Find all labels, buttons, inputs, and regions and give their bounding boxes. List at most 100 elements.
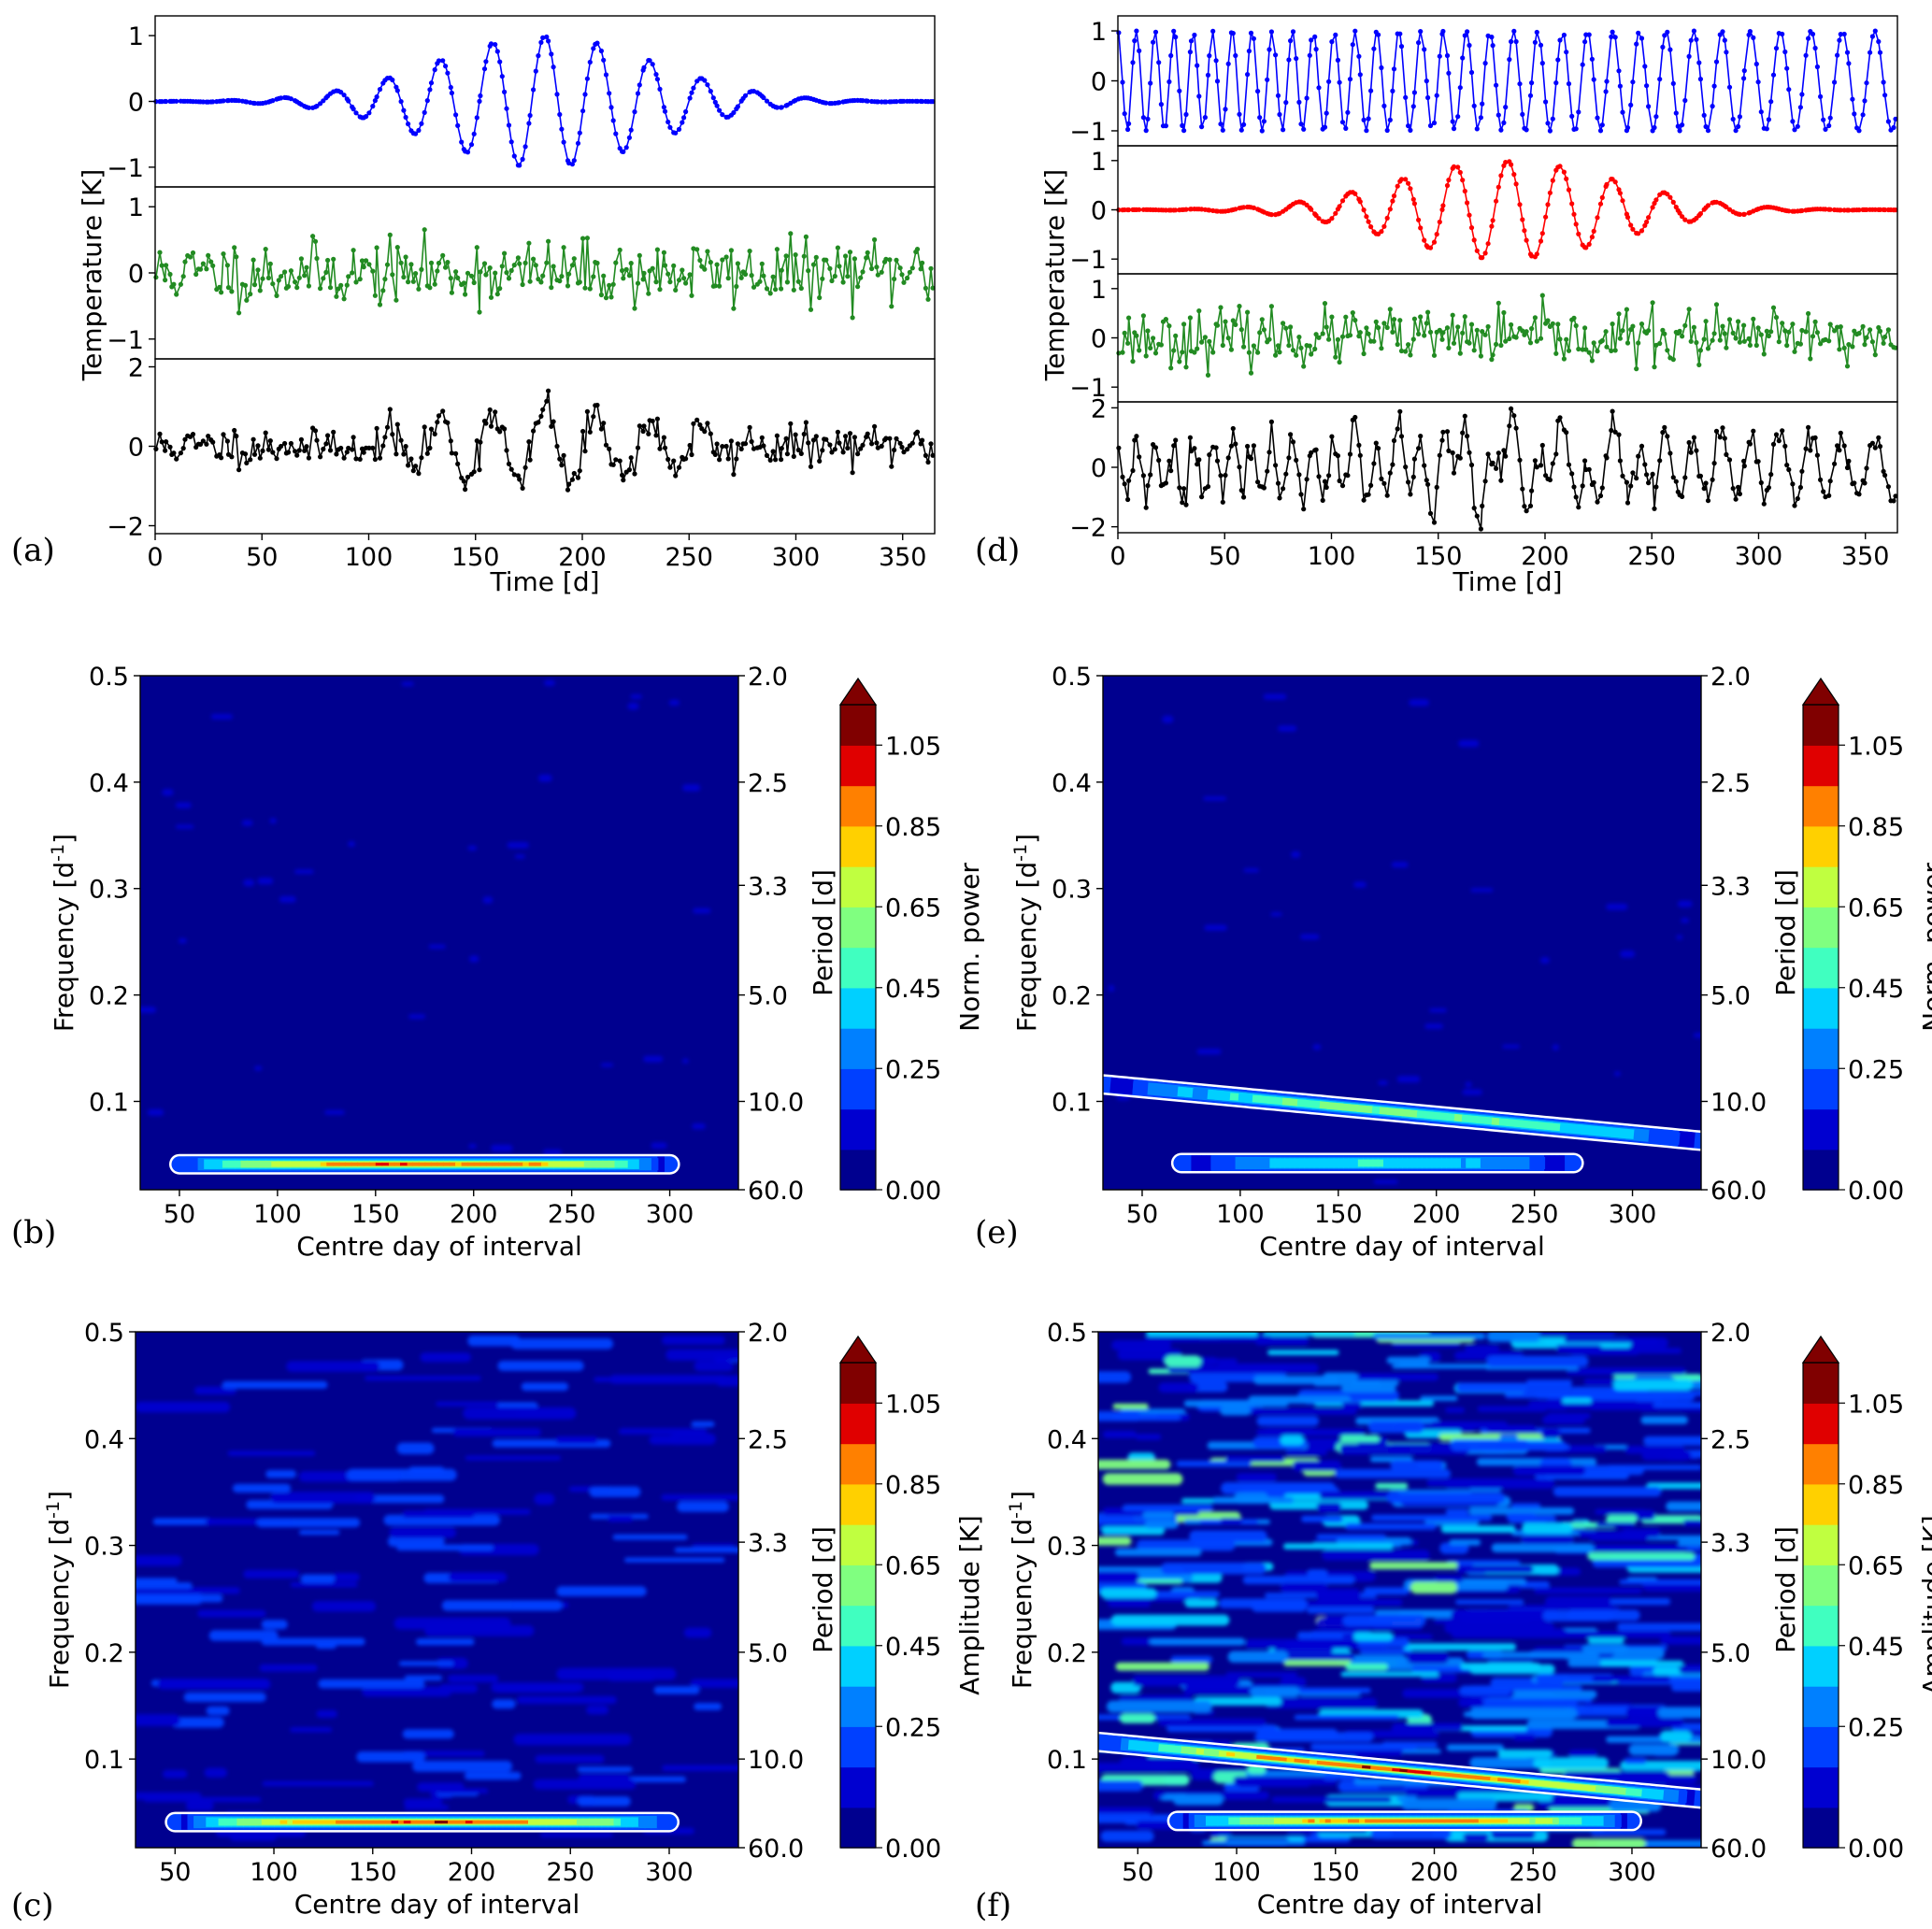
data-point [1538, 463, 1544, 468]
data-point [1589, 358, 1595, 364]
data-point [1371, 338, 1377, 344]
noise-blob [1450, 1439, 1530, 1451]
data-point [1391, 193, 1397, 199]
noise-blob [279, 895, 296, 903]
noise-blob [1316, 1588, 1361, 1601]
noise-blob [1679, 1665, 1701, 1675]
noise-blob [1528, 1400, 1639, 1409]
data-point [575, 475, 581, 480]
noise-blob [1646, 1482, 1701, 1490]
data-point [1337, 204, 1342, 209]
data-point [892, 276, 897, 282]
data-point [1846, 61, 1852, 66]
data-point [1406, 479, 1411, 485]
ridge-segment [1512, 1779, 1522, 1784]
data-point [1467, 340, 1472, 346]
data-point [650, 62, 655, 67]
data-point [569, 162, 576, 167]
data-point [584, 76, 591, 81]
data-point [551, 419, 556, 424]
data-point [1773, 46, 1780, 51]
data-point [620, 472, 625, 478]
data-point [640, 428, 646, 435]
data-point [1376, 32, 1381, 37]
data-point [1335, 453, 1340, 459]
ridge-segment [1424, 1110, 1434, 1120]
noise-blob [1353, 881, 1367, 888]
data-point [1876, 435, 1882, 440]
data-point [515, 473, 522, 479]
data-point [197, 266, 204, 272]
data-point [1373, 319, 1379, 324]
data-point [1534, 29, 1539, 36]
data-point [1694, 36, 1699, 42]
data-point [1701, 486, 1707, 492]
data-point [546, 238, 551, 244]
noise-blob [1540, 1428, 1562, 1439]
ridge-segment [1364, 1105, 1374, 1114]
noise-blob [1587, 1552, 1696, 1561]
ridge-segment [1384, 1766, 1394, 1772]
noise-blob [1339, 1435, 1381, 1442]
data-point [650, 265, 655, 271]
data-point [1440, 429, 1446, 435]
ridge-segment [1610, 1786, 1620, 1794]
data-point [1599, 337, 1605, 344]
noise-blob [1455, 1599, 1524, 1605]
data-point [1571, 211, 1577, 217]
data-point [517, 163, 522, 168]
noise-blob [513, 1734, 632, 1746]
data-point [1316, 216, 1322, 221]
data-point [163, 278, 168, 283]
data-point [1181, 128, 1187, 134]
noise-blob [300, 1574, 336, 1583]
data-point [665, 271, 671, 277]
data-point [1610, 322, 1615, 327]
data-point [1694, 448, 1699, 453]
noise-blob [1624, 1757, 1647, 1765]
data-point [1259, 317, 1265, 322]
data-point [1350, 310, 1355, 316]
data-point [1682, 322, 1688, 328]
data-point [1630, 470, 1636, 476]
noise-blob [270, 1492, 376, 1504]
data-point [323, 441, 329, 447]
ridge-segment [1625, 1128, 1636, 1140]
noise-blob [1378, 1080, 1388, 1085]
noise-blob [365, 1376, 481, 1381]
data-point [1230, 318, 1236, 323]
data-point [1411, 316, 1417, 322]
panel-a-subplot-2: 20−20 50 100 150 200 250 300 350 [107, 354, 936, 572]
data-point [1569, 201, 1575, 207]
data-point [346, 98, 351, 104]
data-point [1713, 59, 1720, 64]
data-point [1397, 31, 1403, 36]
data-point [384, 262, 391, 267]
ridge-segment [1169, 1085, 1180, 1097]
data-point [1882, 207, 1888, 213]
data-point [1210, 28, 1216, 34]
panel-a-subplot-1: 10−1 [107, 186, 936, 360]
data-point [731, 109, 737, 116]
noise-blob [1194, 1696, 1282, 1706]
noise-blob [1316, 1534, 1386, 1540]
data-point [897, 265, 903, 271]
data-point [1812, 45, 1818, 51]
data-point [708, 89, 713, 94]
data-point [1313, 332, 1319, 337]
noise-blob [396, 1544, 494, 1551]
data-point [1780, 428, 1785, 434]
data-point [1273, 352, 1279, 358]
data-point [1784, 65, 1790, 71]
noise-blob [1542, 1610, 1614, 1622]
noise-blob [1291, 850, 1301, 858]
data-point [1818, 341, 1824, 347]
ridge-segment [1566, 1122, 1576, 1135]
data-point [1489, 35, 1495, 40]
data-point [533, 263, 538, 268]
data-point [1444, 52, 1451, 59]
noise-blob [1446, 1744, 1504, 1751]
data-point [1416, 331, 1422, 336]
noise-blob [1369, 1562, 1458, 1570]
data-point [1773, 432, 1780, 437]
